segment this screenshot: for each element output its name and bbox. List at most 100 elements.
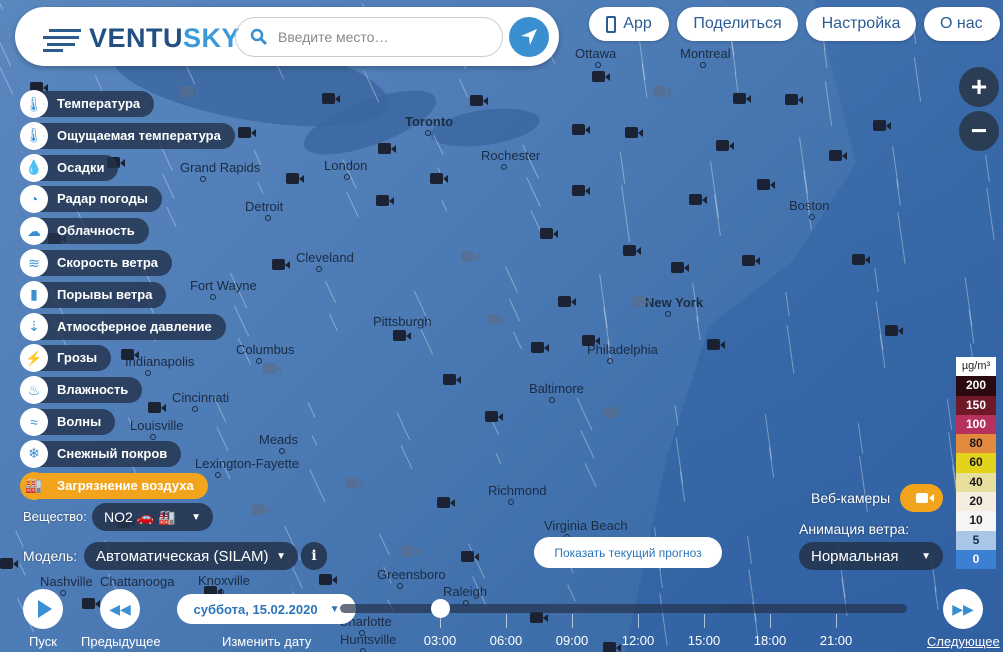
- city-label[interactable]: Pittsburgh: [373, 314, 432, 329]
- substance-select[interactable]: NO2 🚗 🏭 ▼: [92, 503, 213, 531]
- webcam-icon[interactable]: [540, 228, 558, 239]
- city-label[interactable]: Grand Rapids: [180, 160, 261, 175]
- layer-item[interactable]: ☁ Облачность: [20, 217, 149, 246]
- layer-item[interactable]: ⚡ Грозы: [20, 344, 112, 373]
- layer-item[interactable]: 🏭 Загрязнение воздуха: [20, 471, 208, 500]
- city-label[interactable]: Toronto: [405, 114, 454, 129]
- city-label[interactable]: Fort Wayne: [190, 278, 257, 293]
- timeline-handle[interactable]: [430, 599, 450, 618]
- webcam-icon[interactable]: [604, 407, 622, 418]
- timeline-time-label[interactable]: 03:00: [423, 633, 457, 648]
- play-button[interactable]: [23, 589, 63, 629]
- layer-item[interactable]: ◔ Радар погоды: [20, 185, 162, 214]
- webcam-icon[interactable]: [263, 363, 281, 374]
- city-label[interactable]: Cincinnati: [172, 390, 230, 405]
- date-select[interactable]: суббота, 15.02.2020 ▼: [177, 594, 356, 624]
- city-label[interactable]: Louisville: [130, 418, 184, 433]
- layer-item[interactable]: ≈ Волны: [20, 408, 116, 436]
- layer-item[interactable]: ▮ Порывы ветра: [20, 280, 167, 309]
- layer-item[interactable]: 💧 Осадки: [20, 153, 119, 182]
- webcam-icon[interactable]: [437, 497, 455, 508]
- webcam-icon[interactable]: [378, 143, 396, 154]
- settings-button[interactable]: Настройка: [806, 7, 916, 41]
- next-label[interactable]: Следующее: [927, 634, 1000, 649]
- layer-item[interactable]: ⇣ Атмосферное давление: [20, 312, 226, 341]
- webcam-icon[interactable]: [733, 93, 751, 104]
- webcam-icon[interactable]: [238, 127, 256, 138]
- webcam-icon[interactable]: [30, 82, 48, 93]
- webcam-icon[interactable]: [530, 612, 548, 623]
- layer-item[interactable]: 🌡 Температура: [20, 90, 155, 118]
- layer-item[interactable]: 🌡 Ощущаемая температура: [20, 121, 235, 150]
- webcam-icon[interactable]: [322, 93, 340, 104]
- timeline-time-label[interactable]: 15:00: [687, 633, 721, 648]
- geolocate-button[interactable]: [509, 17, 549, 57]
- layer-item[interactable]: ≋ Скорость ветра: [20, 249, 172, 277]
- webcam-icon[interactable]: [401, 546, 419, 557]
- webcam-icon[interactable]: [572, 185, 590, 196]
- city-label[interactable]: Knoxville: [198, 573, 251, 588]
- city-label[interactable]: Baltimore: [529, 381, 584, 396]
- timeline-time-label[interactable]: 18:00: [753, 633, 787, 648]
- city-label[interactable]: Detroit: [245, 199, 284, 214]
- city-label[interactable]: Lexington-Fayette: [195, 456, 300, 471]
- wind-animation-select[interactable]: Нормальная ▼: [799, 542, 943, 570]
- about-button[interactable]: О нас: [924, 7, 1000, 41]
- city-label[interactable]: Rochester: [481, 148, 541, 163]
- city-label[interactable]: London: [324, 158, 368, 173]
- webcam-icon[interactable]: [531, 342, 549, 353]
- webcam-icon[interactable]: [0, 558, 18, 569]
- city-label[interactable]: Chattanooga: [100, 574, 175, 589]
- webcam-icon[interactable]: [286, 173, 304, 184]
- zoom-out-button[interactable]: −: [959, 111, 999, 151]
- next-button[interactable]: ▶▶: [943, 589, 983, 629]
- webcam-icon[interactable]: [632, 296, 650, 307]
- city-label[interactable]: Ottawa: [575, 46, 617, 61]
- webcam-icon[interactable]: [742, 255, 760, 266]
- city-label[interactable]: Columbus: [236, 342, 295, 357]
- webcam-icon[interactable]: [829, 150, 847, 161]
- search-input[interactable]: [278, 29, 478, 45]
- layer-item[interactable]: ♨ Влажность: [20, 376, 143, 405]
- timeline-time-label[interactable]: 09:00: [555, 633, 589, 648]
- webcam-icon[interactable]: [252, 504, 270, 515]
- city-label[interactable]: Indianapolis: [125, 354, 195, 369]
- timeline-time-label[interactable]: 06:00: [489, 633, 523, 648]
- webcam-icon[interactable]: [785, 94, 803, 105]
- webcam-icon[interactable]: [204, 586, 222, 597]
- webcam-icon[interactable]: [582, 335, 600, 346]
- model-info-button[interactable]: i: [301, 542, 327, 570]
- webcam-icon[interactable]: [272, 259, 290, 270]
- webcam-icon[interactable]: [430, 173, 448, 184]
- webcam-icon[interactable]: [319, 574, 337, 585]
- app-button[interactable]: App: [589, 7, 669, 41]
- search-box[interactable]: [235, 17, 503, 57]
- webcam-icon[interactable]: [625, 127, 643, 138]
- city-label[interactable]: Philadelphia: [587, 342, 658, 357]
- webcam-icon[interactable]: [345, 478, 363, 489]
- city-label[interactable]: Greensboro: [377, 567, 446, 582]
- city-label[interactable]: Meads: [259, 432, 299, 447]
- webcams-toggle[interactable]: [900, 484, 943, 512]
- previous-button[interactable]: ◀◀: [100, 589, 140, 629]
- webcam-icon[interactable]: [603, 642, 621, 652]
- layer-item[interactable]: ❄ Снежный покров: [20, 439, 182, 468]
- webcam-icon[interactable]: [121, 349, 139, 360]
- webcam-icon[interactable]: [671, 262, 689, 273]
- webcam-icon[interactable]: [376, 195, 394, 206]
- webcam-icon[interactable]: [885, 325, 903, 336]
- webcam-icon[interactable]: [470, 95, 488, 106]
- city-label[interactable]: Richmond: [488, 483, 547, 498]
- webcam-icon[interactable]: [148, 402, 166, 413]
- webcam-icon[interactable]: [757, 179, 775, 190]
- webcam-icon[interactable]: [461, 251, 479, 262]
- webcam-icon[interactable]: [716, 140, 734, 151]
- timeline-time-label[interactable]: 21:00: [819, 633, 853, 648]
- ventusky-logo[interactable]: VENTUSKY: [43, 23, 240, 54]
- share-button[interactable]: Поделиться: [677, 7, 798, 41]
- show-current-forecast-button[interactable]: Показать текущий прогноз: [534, 537, 722, 568]
- webcam-icon[interactable]: [393, 330, 411, 341]
- city-label[interactable]: Raleigh: [443, 584, 488, 599]
- webcam-icon[interactable]: [180, 86, 198, 97]
- city-label[interactable]: Montreal: [680, 46, 731, 61]
